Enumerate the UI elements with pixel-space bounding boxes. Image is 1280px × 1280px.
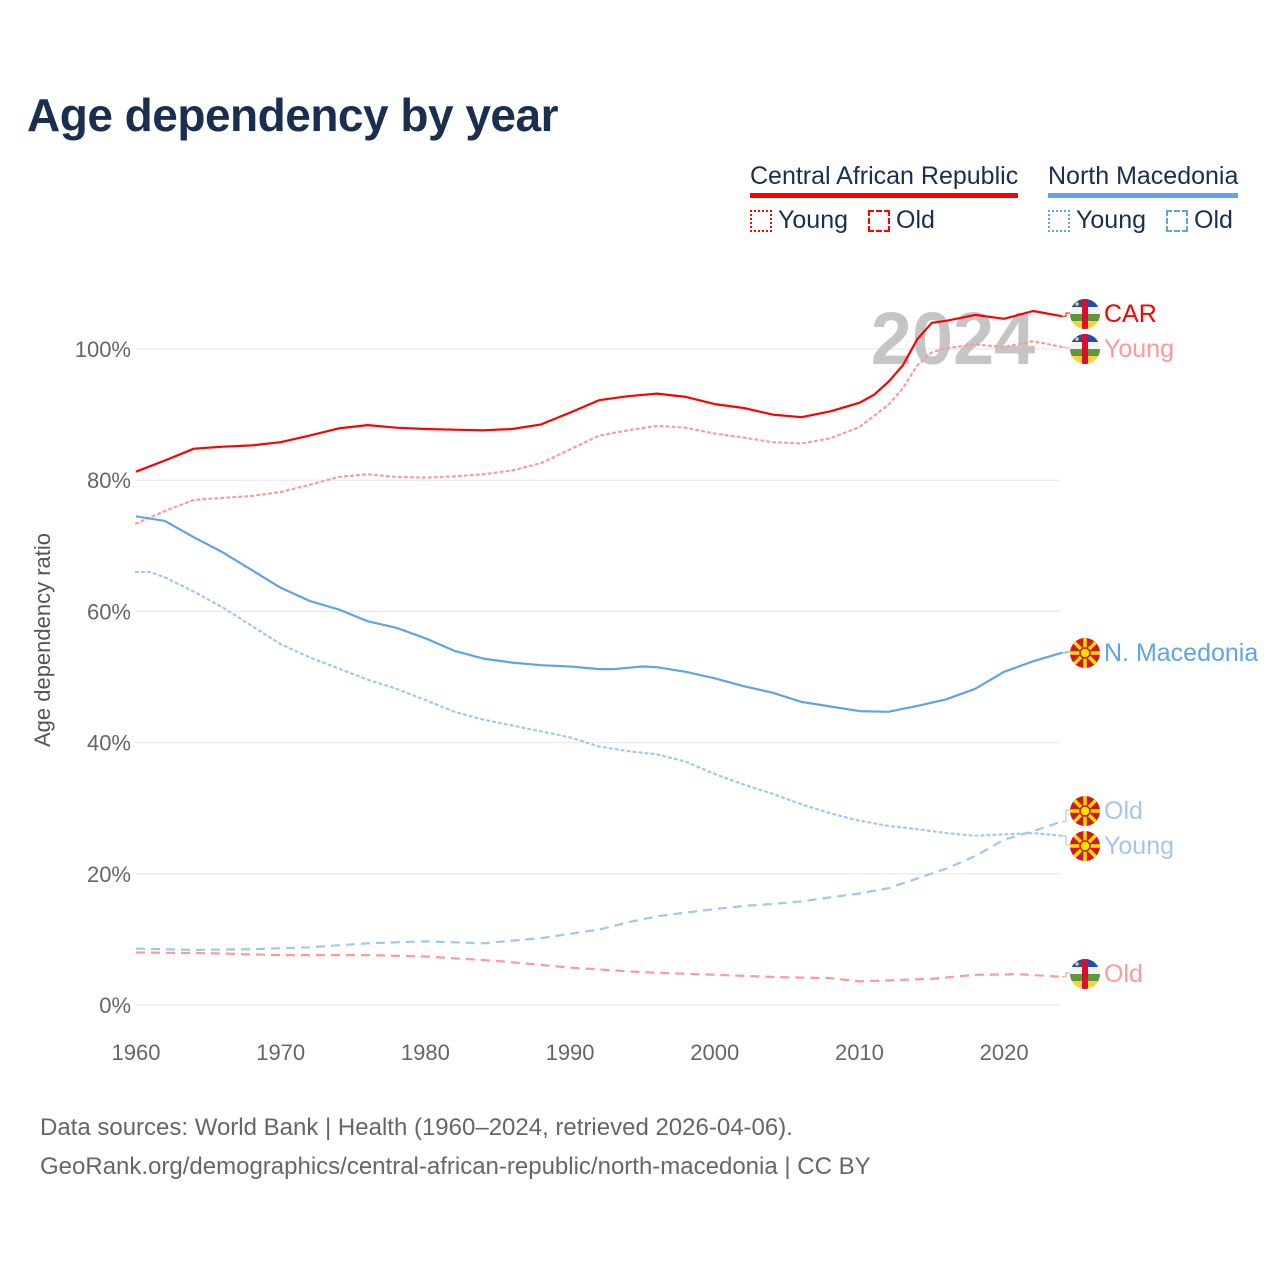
- north-macedonia-flag-icon: [1070, 831, 1100, 861]
- data-sources: Data sources: World Bank | Health (1960–…: [40, 1114, 793, 1141]
- north-macedonia-flag-icon: [1070, 796, 1100, 826]
- car-flag-icon: [1070, 959, 1100, 989]
- label-connector: [1062, 835, 1072, 846]
- y-tick-label: 80%: [87, 468, 131, 493]
- label-connector: [1062, 809, 1072, 822]
- legend-nm[interactable]: North Macedonia Young Old: [1048, 162, 1239, 235]
- dotted-swatch-icon: [750, 209, 772, 232]
- dashed-swatch-icon: [1166, 209, 1188, 232]
- legend-nm-name: North Macedonia: [1048, 162, 1239, 198]
- legend-car-old[interactable]: Old: [896, 206, 935, 234]
- y-tick-label: 0%: [99, 993, 131, 1018]
- legend-car-young[interactable]: Young: [778, 206, 848, 234]
- y-axis-label: Age dependency ratio: [30, 533, 55, 747]
- y-tick-label: 100%: [75, 337, 131, 362]
- label-connector: [1062, 651, 1072, 654]
- dotted-swatch-icon: [1048, 209, 1070, 232]
- legend-car[interactable]: Central African Republic Young Old: [750, 162, 1019, 235]
- x-tick-label: 1990: [546, 1040, 595, 1065]
- series-end-label: CAR: [1104, 300, 1157, 328]
- footer: Data sources: World Bank | Health (1960–…: [40, 1108, 871, 1186]
- north-macedonia-flag-icon: [1070, 638, 1100, 668]
- x-tick-label: 2000: [690, 1040, 739, 1065]
- series-line-5[interactable]: [135, 951, 1063, 983]
- series-line-0[interactable]: [135, 309, 1063, 473]
- series-end-label: N. Macedonia: [1104, 639, 1258, 667]
- label-connector: [1062, 346, 1072, 349]
- legend-nm-old[interactable]: Old: [1194, 206, 1233, 234]
- series-end-label: Young: [1104, 335, 1174, 363]
- series-end-label: Old: [1104, 797, 1143, 825]
- series-end-label: Old: [1104, 960, 1143, 988]
- y-tick-label: 20%: [87, 862, 131, 887]
- series-end-label: Young: [1104, 832, 1174, 860]
- y-tick-label: 60%: [87, 599, 131, 624]
- x-tick-label: 1970: [256, 1040, 305, 1065]
- dashed-swatch-icon: [868, 209, 890, 232]
- legend-car-name: Central African Republic: [750, 162, 1019, 198]
- car-flag-icon: [1070, 299, 1100, 329]
- year-watermark: 2024: [871, 297, 1036, 380]
- x-tick-label: 2020: [980, 1040, 1029, 1065]
- legend-nm-young[interactable]: Young: [1076, 206, 1146, 234]
- series-line-2[interactable]: [135, 515, 1063, 713]
- car-flag-icon: [1070, 334, 1100, 364]
- y-tick-label: 40%: [87, 731, 131, 756]
- x-tick-label: 1980: [401, 1040, 450, 1065]
- chart-title: Age dependency by year: [27, 89, 558, 141]
- series-line-4[interactable]: [134, 570, 1064, 837]
- line-chart: 0% 20% 40% 60% 80% 100% 1960 1970 1980 1990 2000 20…: [30, 297, 1258, 1065]
- x-tick-label: 2010: [835, 1040, 884, 1065]
- series-line-3[interactable]: [135, 820, 1063, 951]
- x-tick-label: 1960: [112, 1040, 161, 1065]
- source-link[interactable]: GeoRank.org/demographics/central-african…: [40, 1153, 871, 1180]
- series-line-1[interactable]: [134, 340, 1064, 525]
- label-connector: [1062, 972, 1072, 978]
- label-connector: [1062, 312, 1072, 317]
